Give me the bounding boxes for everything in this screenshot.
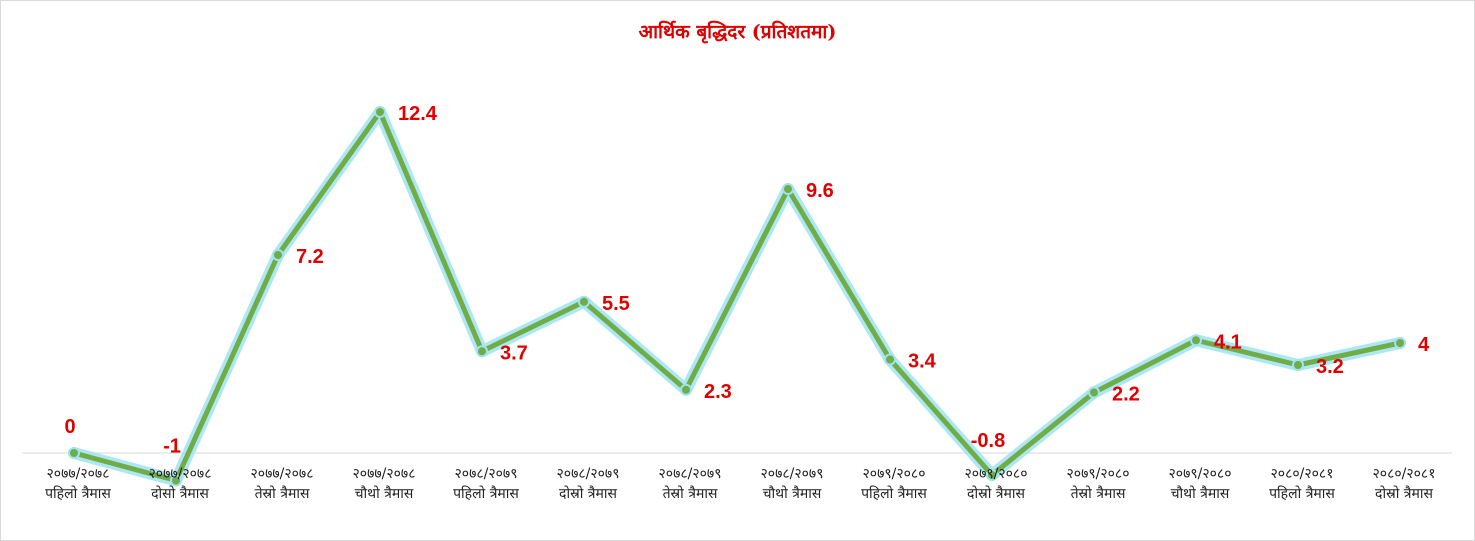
- data-label: 4.1: [1214, 331, 1242, 353]
- data-label: 3.7: [500, 342, 528, 364]
- category-label: २०७८/२०७९ चौथो त्रैमास: [761, 466, 824, 502]
- data-label: 3.4: [908, 351, 937, 373]
- data-point: [986, 469, 998, 481]
- data-label: 12.4: [398, 103, 438, 125]
- category-label-layer: २०७७/२०७८ पहिलो त्रैमास २०७७/२०७८ दोसो त्रै…: [45, 466, 1435, 502]
- data-point: [272, 249, 284, 261]
- data-point: [374, 106, 386, 118]
- category-label: २०८०/२०८१ पहिलो त्रैमास: [1269, 466, 1335, 502]
- category-label: २०७७/२०७८ दोसो त्रैमास: [149, 466, 212, 502]
- data-point-layer: [68, 106, 1406, 487]
- data-label: 5.5: [602, 293, 630, 315]
- series-line-glow: [68, 106, 1406, 487]
- category-label: २०७८/२०७९ पहिलो त्रैमास: [453, 466, 519, 502]
- category-label: २०७९/२०८० दोस्रो त्रैमास: [965, 466, 1028, 502]
- data-point: [782, 183, 794, 195]
- data-label: 9.6: [806, 180, 834, 202]
- category-label: २०७७/२०७८ पहिलो त्रैमास: [45, 466, 111, 502]
- data-point: [884, 353, 896, 366]
- category-label: २०७९/२०८० चौथो त्रैमास: [1169, 466, 1232, 502]
- category-label: २०७९/२०८० पहिलो त्रैमास: [861, 466, 927, 502]
- data-point: [680, 383, 692, 396]
- data-label: 2.3: [704, 381, 732, 403]
- data-label: -1: [163, 436, 181, 458]
- category-label: २०७८/२०७९ दोस्रो त्रैमास: [557, 466, 620, 502]
- data-point: [170, 474, 182, 487]
- data-point: [1292, 359, 1304, 371]
- data-point: [1394, 337, 1406, 349]
- data-label: 4: [1418, 334, 1430, 356]
- category-label: २०७९/२०८० तेस्रो त्रैमास: [1067, 466, 1130, 502]
- data-label: -0.8: [971, 430, 1005, 452]
- series-line-layer: [68, 106, 1406, 487]
- data-label: 0: [64, 416, 75, 438]
- category-label: २०७७/२०७८ तेस्रो त्रैमास: [251, 466, 314, 502]
- data-label-layer: 0 -1 7.2 12.4 3.7 5.5 2.3 9.6 3.4 -0.8 2.2 4.1 3.2 4: [64, 103, 1430, 458]
- series-line: [71, 109, 1403, 483]
- data-point: [68, 447, 80, 459]
- data-point: [1190, 334, 1202, 347]
- chart-title: आर्थिक बृद्धिदर (प्रतिशतमा): [638, 21, 837, 43]
- data-point: [476, 345, 488, 358]
- data-point: [1088, 386, 1100, 399]
- category-label: २०७८/२०७९ तेस्रो त्रैमास: [659, 466, 722, 502]
- category-label: २०७७/२०७८ चौथो त्रैमास: [353, 466, 416, 502]
- data-label: 2.2: [1112, 384, 1140, 406]
- data-label: 3.2: [1316, 356, 1344, 378]
- data-point: [578, 295, 590, 308]
- category-label: २०८०/२०८१ दोस्रो त्रैमास: [1373, 466, 1436, 502]
- data-label: 7.2: [296, 246, 324, 268]
